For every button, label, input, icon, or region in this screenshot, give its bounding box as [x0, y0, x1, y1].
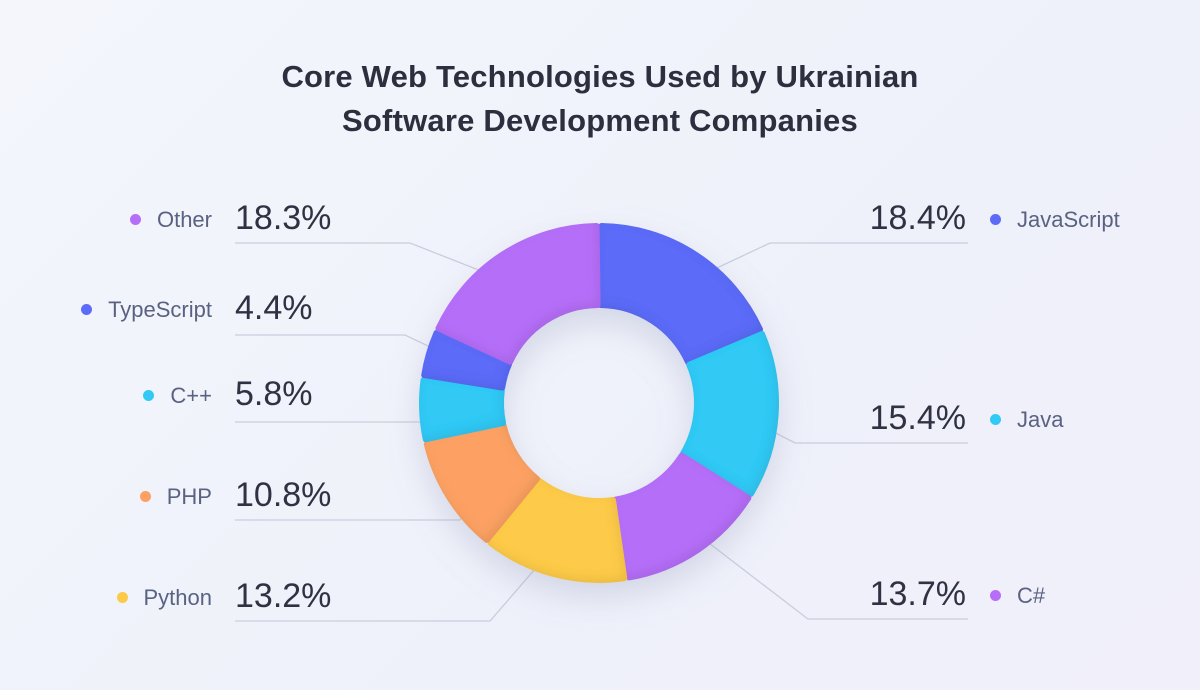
data-label: 18.4% [869, 199, 966, 237]
legend-label: C# [1017, 583, 1046, 608]
chart-title-line-1: Core Web Technologies Used by Ukrainian [281, 59, 919, 94]
legend-label: Other [156, 207, 212, 232]
legend-label: C++ [170, 383, 212, 408]
slice-javascript[interactable] [597, 223, 763, 366]
data-label: 4.4% [235, 289, 313, 327]
slice-other[interactable] [435, 223, 601, 365]
data-label: 13.2% [235, 577, 332, 615]
slice-python[interactable] [487, 477, 628, 583]
legend-dot-icon [129, 213, 141, 225]
legend-label: PHP [166, 484, 212, 509]
legend-entry: C++ [143, 382, 212, 410]
legend-dot-icon [143, 389, 155, 401]
data-label: 5.8% [235, 375, 313, 413]
chart-title-line-2: Software Development Companies [342, 103, 858, 138]
legend-dot-icon [116, 591, 128, 603]
legend-dot-icon [990, 589, 1001, 601]
legend-label: Java [1017, 407, 1064, 432]
legend-label: TypeScript [108, 297, 212, 322]
legend-dot-icon [139, 490, 151, 502]
legend-entry: Java [990, 406, 1063, 434]
legend-entry: Python [116, 584, 213, 612]
legend-entry: TypeScript [81, 296, 212, 324]
slice-php[interactable] [423, 422, 540, 543]
leader-line [674, 516, 968, 620]
donut-slices [419, 223, 779, 583]
legend-label: Python [143, 585, 213, 610]
slice-java[interactable] [680, 330, 779, 497]
data-label: 15.4% [869, 399, 966, 437]
slice-c-[interactable] [419, 376, 507, 443]
chart-title: Core Web Technologies Used by Ukrainian … [0, 55, 1200, 143]
legend-entry: PHP [139, 483, 212, 511]
data-label: 10.8% [235, 476, 332, 514]
legend-dot-icon [81, 303, 93, 315]
legend-entry: JavaScript [990, 206, 1120, 234]
legend-dot-icon [990, 413, 1001, 425]
data-label: 13.7% [869, 575, 966, 613]
slice-c-[interactable] [612, 452, 752, 581]
legend-entry: C# [990, 582, 1045, 610]
data-label: 18.3% [235, 199, 332, 237]
legend-label: JavaScript [1017, 207, 1120, 232]
legend-dot-icon [990, 213, 1001, 225]
legend-entry: Other [129, 206, 212, 234]
